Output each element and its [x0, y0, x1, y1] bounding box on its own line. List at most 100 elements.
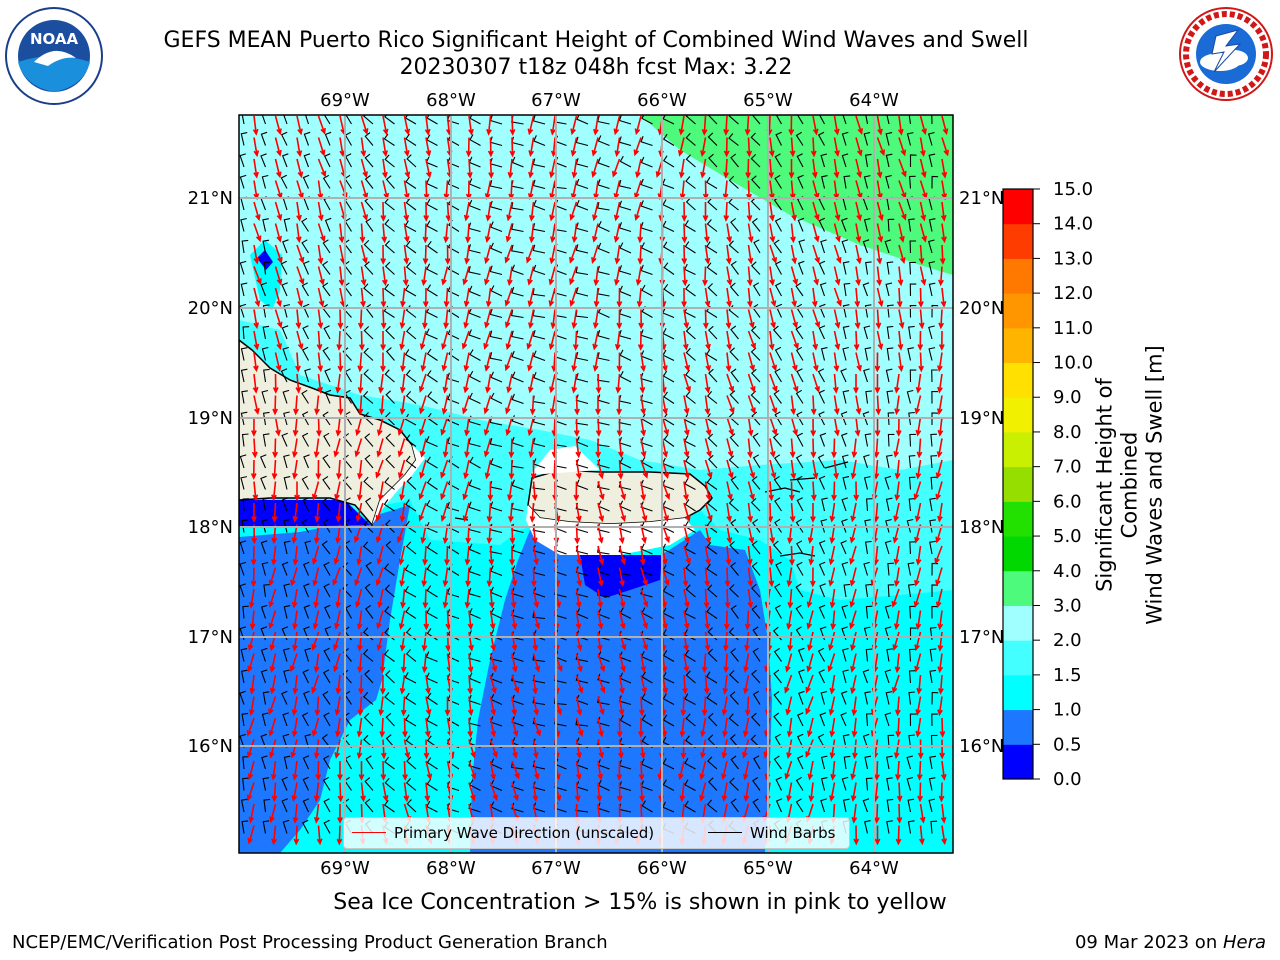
- lon-tick-top: 65°W: [743, 90, 793, 111]
- wave-direction-arrow: [812, 459, 819, 480]
- wave-direction-arrow: [311, 631, 320, 651]
- wind-barb: [730, 325, 739, 340]
- wind-barb: [708, 153, 718, 168]
- wave-direction-arrow: [790, 201, 797, 222]
- wind-barb: [241, 433, 249, 447]
- wind-barb: [262, 304, 270, 318]
- wind-barb: [262, 691, 270, 705]
- wave-direction-arrow: [484, 459, 492, 480]
- wave-direction-arrow: [855, 137, 863, 157]
- puerto-rico-white-margin: [526, 505, 695, 555]
- wind-barb: [840, 368, 847, 383]
- footer-system: Hera: [1222, 932, 1266, 953]
- wave-direction-arrow: [833, 158, 840, 179]
- wave-direction-arrow: [440, 481, 449, 501]
- wave-direction-arrow: [485, 201, 492, 222]
- wave-direction-arrow: [507, 158, 514, 179]
- wind-barb: [773, 691, 782, 705]
- wave-direction-arrow: [570, 115, 578, 136]
- wave-direction-arrow: [893, 739, 900, 760]
- wind-barb: [864, 304, 872, 318]
- wave-direction-arrow: [419, 395, 427, 415]
- wind-barb: [887, 412, 895, 426]
- wave-direction-arrow: [338, 223, 345, 244]
- wind-barb: [345, 115, 352, 125]
- wind-barb: [404, 413, 417, 426]
- wind-barb: [774, 733, 782, 748]
- top-longitude-labels: 69°W 68°W 67°W 66°W 65°W 64°W: [320, 90, 899, 111]
- wave-direction-arrow: [381, 223, 388, 244]
- wind-barb: [752, 776, 761, 791]
- wave-direction-arrow: [725, 244, 732, 265]
- wave-direction-arrow: [679, 717, 686, 738]
- colorbar-segment: [1003, 431, 1033, 468]
- wave-direction-arrow: [527, 373, 535, 394]
- wave-direction-arrow: [399, 502, 406, 523]
- wind-barb: [730, 368, 739, 383]
- wave-direction-arrow: [317, 115, 326, 135]
- wave-direction-arrow: [683, 610, 690, 631]
- wave-direction-arrow: [575, 438, 582, 459]
- wave-direction-arrow: [854, 309, 861, 330]
- wind-barb: [283, 605, 291, 619]
- wave-direction-arrow: [511, 567, 518, 587]
- wind-barb: [841, 153, 849, 168]
- wave-direction-arrow: [399, 373, 406, 394]
- wind-barb: [796, 115, 804, 125]
- wind-barb: [886, 390, 894, 404]
- wind-barb: [280, 368, 288, 383]
- wind-barb: [886, 820, 893, 834]
- wave-direction-arrow: [833, 395, 840, 416]
- wind-barb: [469, 349, 481, 361]
- wave-direction-arrow: [466, 158, 473, 179]
- wind-barb: [774, 260, 782, 275]
- wind-barb: [843, 583, 851, 598]
- wind-barb: [640, 501, 653, 512]
- wave-direction-arrow: [357, 696, 364, 717]
- wave-direction-arrow: [747, 395, 756, 415]
- wind-barb: [240, 132, 248, 146]
- wave-direction-arrow: [769, 266, 775, 287]
- wind-barb: [260, 131, 268, 146]
- wind-barb: [928, 282, 936, 297]
- wave-direction-arrow: [919, 266, 927, 286]
- wave-direction-arrow: [618, 674, 625, 695]
- wave-direction-arrow: [403, 137, 410, 157]
- wind-barb: [909, 175, 916, 189]
- wind-barb: [384, 777, 395, 791]
- wind-barb: [663, 434, 675, 447]
- wave-direction-arrow: [464, 545, 471, 566]
- wave-direction-arrow: [683, 438, 690, 459]
- wave-direction-arrow: [893, 545, 900, 566]
- wind-barb: [865, 115, 869, 125]
- wave-direction-arrow: [356, 545, 363, 566]
- wave-direction-arrow: [935, 459, 943, 480]
- wind-barb: [597, 242, 610, 254]
- wind-barb: [406, 326, 417, 340]
- wave-direction-arrow: [829, 588, 836, 609]
- wave-direction-arrow: [895, 696, 901, 717]
- wind-barb: [575, 287, 589, 297]
- wave-direction-arrow: [424, 717, 431, 738]
- wave-direction-arrow: [769, 459, 777, 480]
- wind-barb: [750, 132, 761, 146]
- wave-direction-arrow: [938, 782, 945, 803]
- wind-barb: [532, 244, 546, 254]
- wave-direction-arrow: [833, 244, 842, 264]
- wind-barb: [446, 501, 460, 512]
- wave-direction-arrow: [597, 588, 603, 609]
- colorbar-tick-label: 8.0: [1053, 422, 1082, 443]
- wave-direction-arrow: [313, 653, 320, 674]
- wind-barb: [663, 391, 675, 404]
- wave-direction-arrow: [403, 115, 411, 136]
- wind-barb: [240, 282, 248, 297]
- wind-barb: [283, 411, 290, 426]
- wave-direction-arrow: [337, 309, 344, 330]
- wave-direction-arrow: [681, 287, 687, 308]
- wind-barb: [281, 432, 288, 447]
- wind-barb: [405, 541, 417, 555]
- wave-direction-arrow: [335, 674, 342, 695]
- wave-direction-arrow: [828, 567, 836, 587]
- wave-direction-arrow: [853, 374, 859, 394]
- wave-direction-arrow: [317, 287, 325, 308]
